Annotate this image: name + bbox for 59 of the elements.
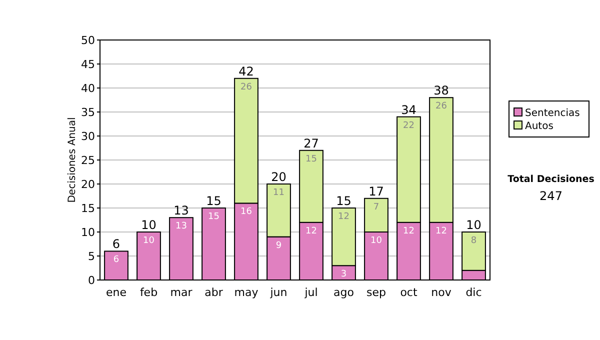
y-tick-label: 5	[88, 250, 95, 263]
data-label: 10	[143, 236, 155, 246]
x-tick-label: abr	[204, 286, 224, 299]
total-label: 10	[466, 218, 482, 232]
total-label: 38	[434, 84, 449, 98]
total-label: 13	[174, 204, 189, 218]
y-axis-title: Decisiones Anual	[67, 117, 78, 203]
x-tick-label: ene	[106, 286, 127, 299]
x-tick-label: may	[234, 286, 259, 299]
total-label: 15	[336, 194, 352, 208]
y-tick-label: 10	[81, 226, 95, 239]
x-tick-label: sep	[366, 286, 386, 299]
text: Total Decisiones	[508, 174, 595, 185]
total-label: 6	[112, 237, 120, 252]
data-label: 26	[240, 82, 252, 92]
data-label: 26	[436, 102, 448, 112]
total-label: 42	[238, 64, 254, 78]
data-label: 9	[276, 240, 282, 251]
y-tick-label: 30	[81, 130, 95, 143]
data-label: 8	[470, 236, 477, 246]
data-label: 22	[403, 120, 414, 131]
total-label: 17	[368, 184, 384, 198]
y-tick-label: 25	[81, 154, 95, 167]
data-label: 3	[340, 270, 347, 280]
total-label: 34	[401, 102, 416, 117]
data-label: 12	[436, 226, 447, 236]
x-tick-label: ago	[334, 286, 354, 299]
data-label: 12	[403, 226, 414, 236]
y-tick-label: 40	[81, 82, 95, 95]
legend-label: Autos	[525, 121, 554, 132]
data-label: 12	[338, 212, 350, 222]
data-label: 12	[306, 226, 317, 236]
total-label: 27	[304, 136, 319, 150]
x-tick-label: feb	[140, 286, 158, 299]
y-tick-label: 45	[81, 58, 95, 71]
text: 247	[540, 189, 562, 203]
y-tick-label: 15	[81, 202, 95, 215]
total-label: 10	[141, 218, 156, 232]
data-label: 7	[373, 202, 380, 212]
x-tick-label: jun	[269, 286, 288, 299]
data-label: 15	[208, 212, 220, 222]
y-tick-label: 0	[88, 274, 95, 287]
y-tick-label: 50	[81, 34, 95, 47]
total-label: 15	[206, 194, 222, 208]
data-label: 16	[240, 207, 252, 218]
x-tick-label: dic	[466, 286, 482, 299]
x-tick-label: jul	[304, 286, 318, 299]
x-tick-label: nov	[431, 286, 452, 299]
data-label: 15	[306, 154, 317, 164]
data-label: 10	[370, 236, 382, 246]
data-label: 13	[176, 222, 187, 232]
legend-label: Sentencias	[525, 108, 580, 119]
data-label: 6	[113, 255, 120, 266]
total-label: 20	[271, 170, 286, 184]
x-tick-label: mar	[170, 286, 193, 299]
y-tick-label: 35	[81, 106, 95, 119]
y-tick-label: 20	[81, 178, 95, 191]
data-label: 11	[273, 188, 284, 198]
x-tick-label: oct	[400, 286, 418, 299]
